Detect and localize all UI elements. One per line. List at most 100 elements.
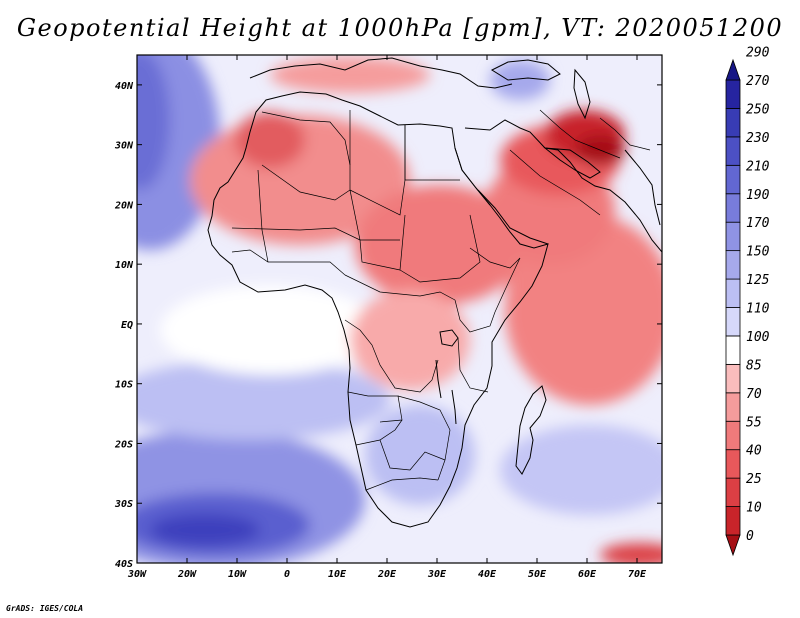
colorbar-swatch xyxy=(725,250,741,280)
colorbar-swatch xyxy=(725,420,741,451)
colorbar-label: 150 xyxy=(746,245,770,260)
border-east-africa xyxy=(454,299,496,333)
colorbar-label: 55 xyxy=(746,415,762,430)
azores-core-blob xyxy=(137,55,170,190)
colorbar-label: 10 xyxy=(746,501,762,516)
border-ethiopia xyxy=(469,247,521,269)
border-zambia xyxy=(397,395,451,431)
colorbar xyxy=(725,58,741,557)
height-field xyxy=(137,55,662,563)
colorbar-swatch xyxy=(725,506,741,536)
colorbar-swatch xyxy=(725,136,741,166)
gulf-of-guinea-band xyxy=(160,285,380,375)
colorbar-swatch xyxy=(725,534,741,557)
southeast-corner-low-blob xyxy=(600,543,662,563)
colorbar-label: 190 xyxy=(746,188,770,203)
indian-ocean-high-blob xyxy=(500,425,662,515)
colorbar-label: 125 xyxy=(746,273,770,288)
colorbar-label: 230 xyxy=(746,131,770,146)
x-tick-label: 10W xyxy=(228,569,247,580)
x-tick-label: 30W xyxy=(127,569,147,580)
colorbar-swatch xyxy=(725,193,741,223)
lake-malawi xyxy=(451,389,457,425)
morocco-low-blob xyxy=(235,112,305,168)
africa-coastline xyxy=(207,91,549,528)
border-somalia xyxy=(494,257,521,313)
axis-ticks xyxy=(136,55,662,564)
map-title: Geopotential Height at 1000hPa [gpm], VT… xyxy=(16,14,784,42)
colorbar-label: 270 xyxy=(746,74,770,89)
colorbar-label: 290 xyxy=(746,46,770,61)
border-congo xyxy=(344,319,439,393)
x-tick-label: 50E xyxy=(528,569,547,580)
black-sea xyxy=(490,59,561,81)
south-atlantic-edge-blob xyxy=(137,360,390,440)
border-sahel-1 xyxy=(231,227,400,241)
x-tick-label: 20E xyxy=(377,569,397,580)
grads-credit: GrADS: IGES/COLA xyxy=(6,604,84,613)
colorbar-label: 40 xyxy=(746,444,762,459)
colorbar-label: 25 xyxy=(746,472,762,487)
y-tick-label: 20N xyxy=(114,200,134,211)
colorbar-swatch xyxy=(725,164,741,195)
southern-africa-high-blob xyxy=(365,405,475,505)
colorbar-swatch xyxy=(725,363,741,394)
mediterranean-north xyxy=(249,57,513,89)
y-tick-label: 40N xyxy=(115,81,134,92)
country-borders xyxy=(231,109,651,491)
colorbar-swatch xyxy=(725,278,741,308)
x-tick-label: 20W xyxy=(177,569,197,580)
colorbar-swatch xyxy=(725,58,741,81)
sudan-low-blob xyxy=(355,185,525,305)
colorbar-swatch xyxy=(725,392,741,422)
colorbar-label: 85 xyxy=(746,358,762,373)
colorbar-labels: 0 10 25 40 55 70 85 100 110 125 150 170 190 210 230 250… xyxy=(746,46,770,544)
y-tick-label: 20S xyxy=(114,439,133,450)
arabia-coastline xyxy=(464,119,662,253)
south-atlantic-center-blob xyxy=(150,514,260,546)
colorbar-label: 210 xyxy=(746,159,770,174)
x-tick-label: 70E xyxy=(628,569,647,580)
y-tick-label: 40S xyxy=(115,559,133,570)
y-tick-label: 30N xyxy=(114,141,134,152)
madagascar-coastline xyxy=(515,385,547,475)
colorbar-label: 70 xyxy=(746,387,762,402)
colorbar-swatch xyxy=(725,477,741,507)
border-maghreb xyxy=(261,111,351,166)
axis-tick-labels: 30W 20W 10W 0 10E 20E 30E 40E 50E 60E 70E 40N 30N 20N… xyxy=(114,81,647,580)
colorbar-label: 0 xyxy=(746,529,754,544)
border-egypt xyxy=(404,125,460,181)
border-iran xyxy=(539,109,621,159)
colorbar-label: 250 xyxy=(746,102,770,117)
border-south-africa xyxy=(365,477,439,491)
x-tick-label: 60E xyxy=(578,569,597,580)
border-tanzania xyxy=(457,337,489,393)
black-sea-blob xyxy=(490,60,550,100)
border-central-africa xyxy=(344,274,456,301)
x-tick-label: 40E xyxy=(478,569,497,580)
lake-victoria xyxy=(439,329,459,347)
map-frame xyxy=(136,54,663,564)
border-afghanistan xyxy=(599,117,651,151)
colorbar-swatch xyxy=(725,108,741,138)
arabia-south-coast xyxy=(477,189,549,245)
field-blobs xyxy=(137,55,662,563)
y-tick-label: 10S xyxy=(115,380,133,391)
mediterranean-low-blob xyxy=(270,57,430,93)
x-tick-label: 10E xyxy=(328,569,347,580)
border-mali xyxy=(257,169,269,263)
colorbar-label: 170 xyxy=(746,216,770,231)
x-tick-label: 0 xyxy=(284,569,290,580)
colorbar-swatch xyxy=(725,335,741,365)
border-namibia xyxy=(355,419,403,446)
colorbar-swatch xyxy=(725,307,741,337)
persian-gulf xyxy=(543,147,601,179)
red-sea-west xyxy=(454,147,491,206)
lake-tanganyika xyxy=(435,359,442,399)
india-coast xyxy=(624,149,661,226)
colorbar-swatch xyxy=(725,449,741,479)
colorbar-swatch xyxy=(725,221,741,252)
y-tick-label: 30S xyxy=(114,499,133,510)
y-tick-label: EQ xyxy=(121,320,133,331)
